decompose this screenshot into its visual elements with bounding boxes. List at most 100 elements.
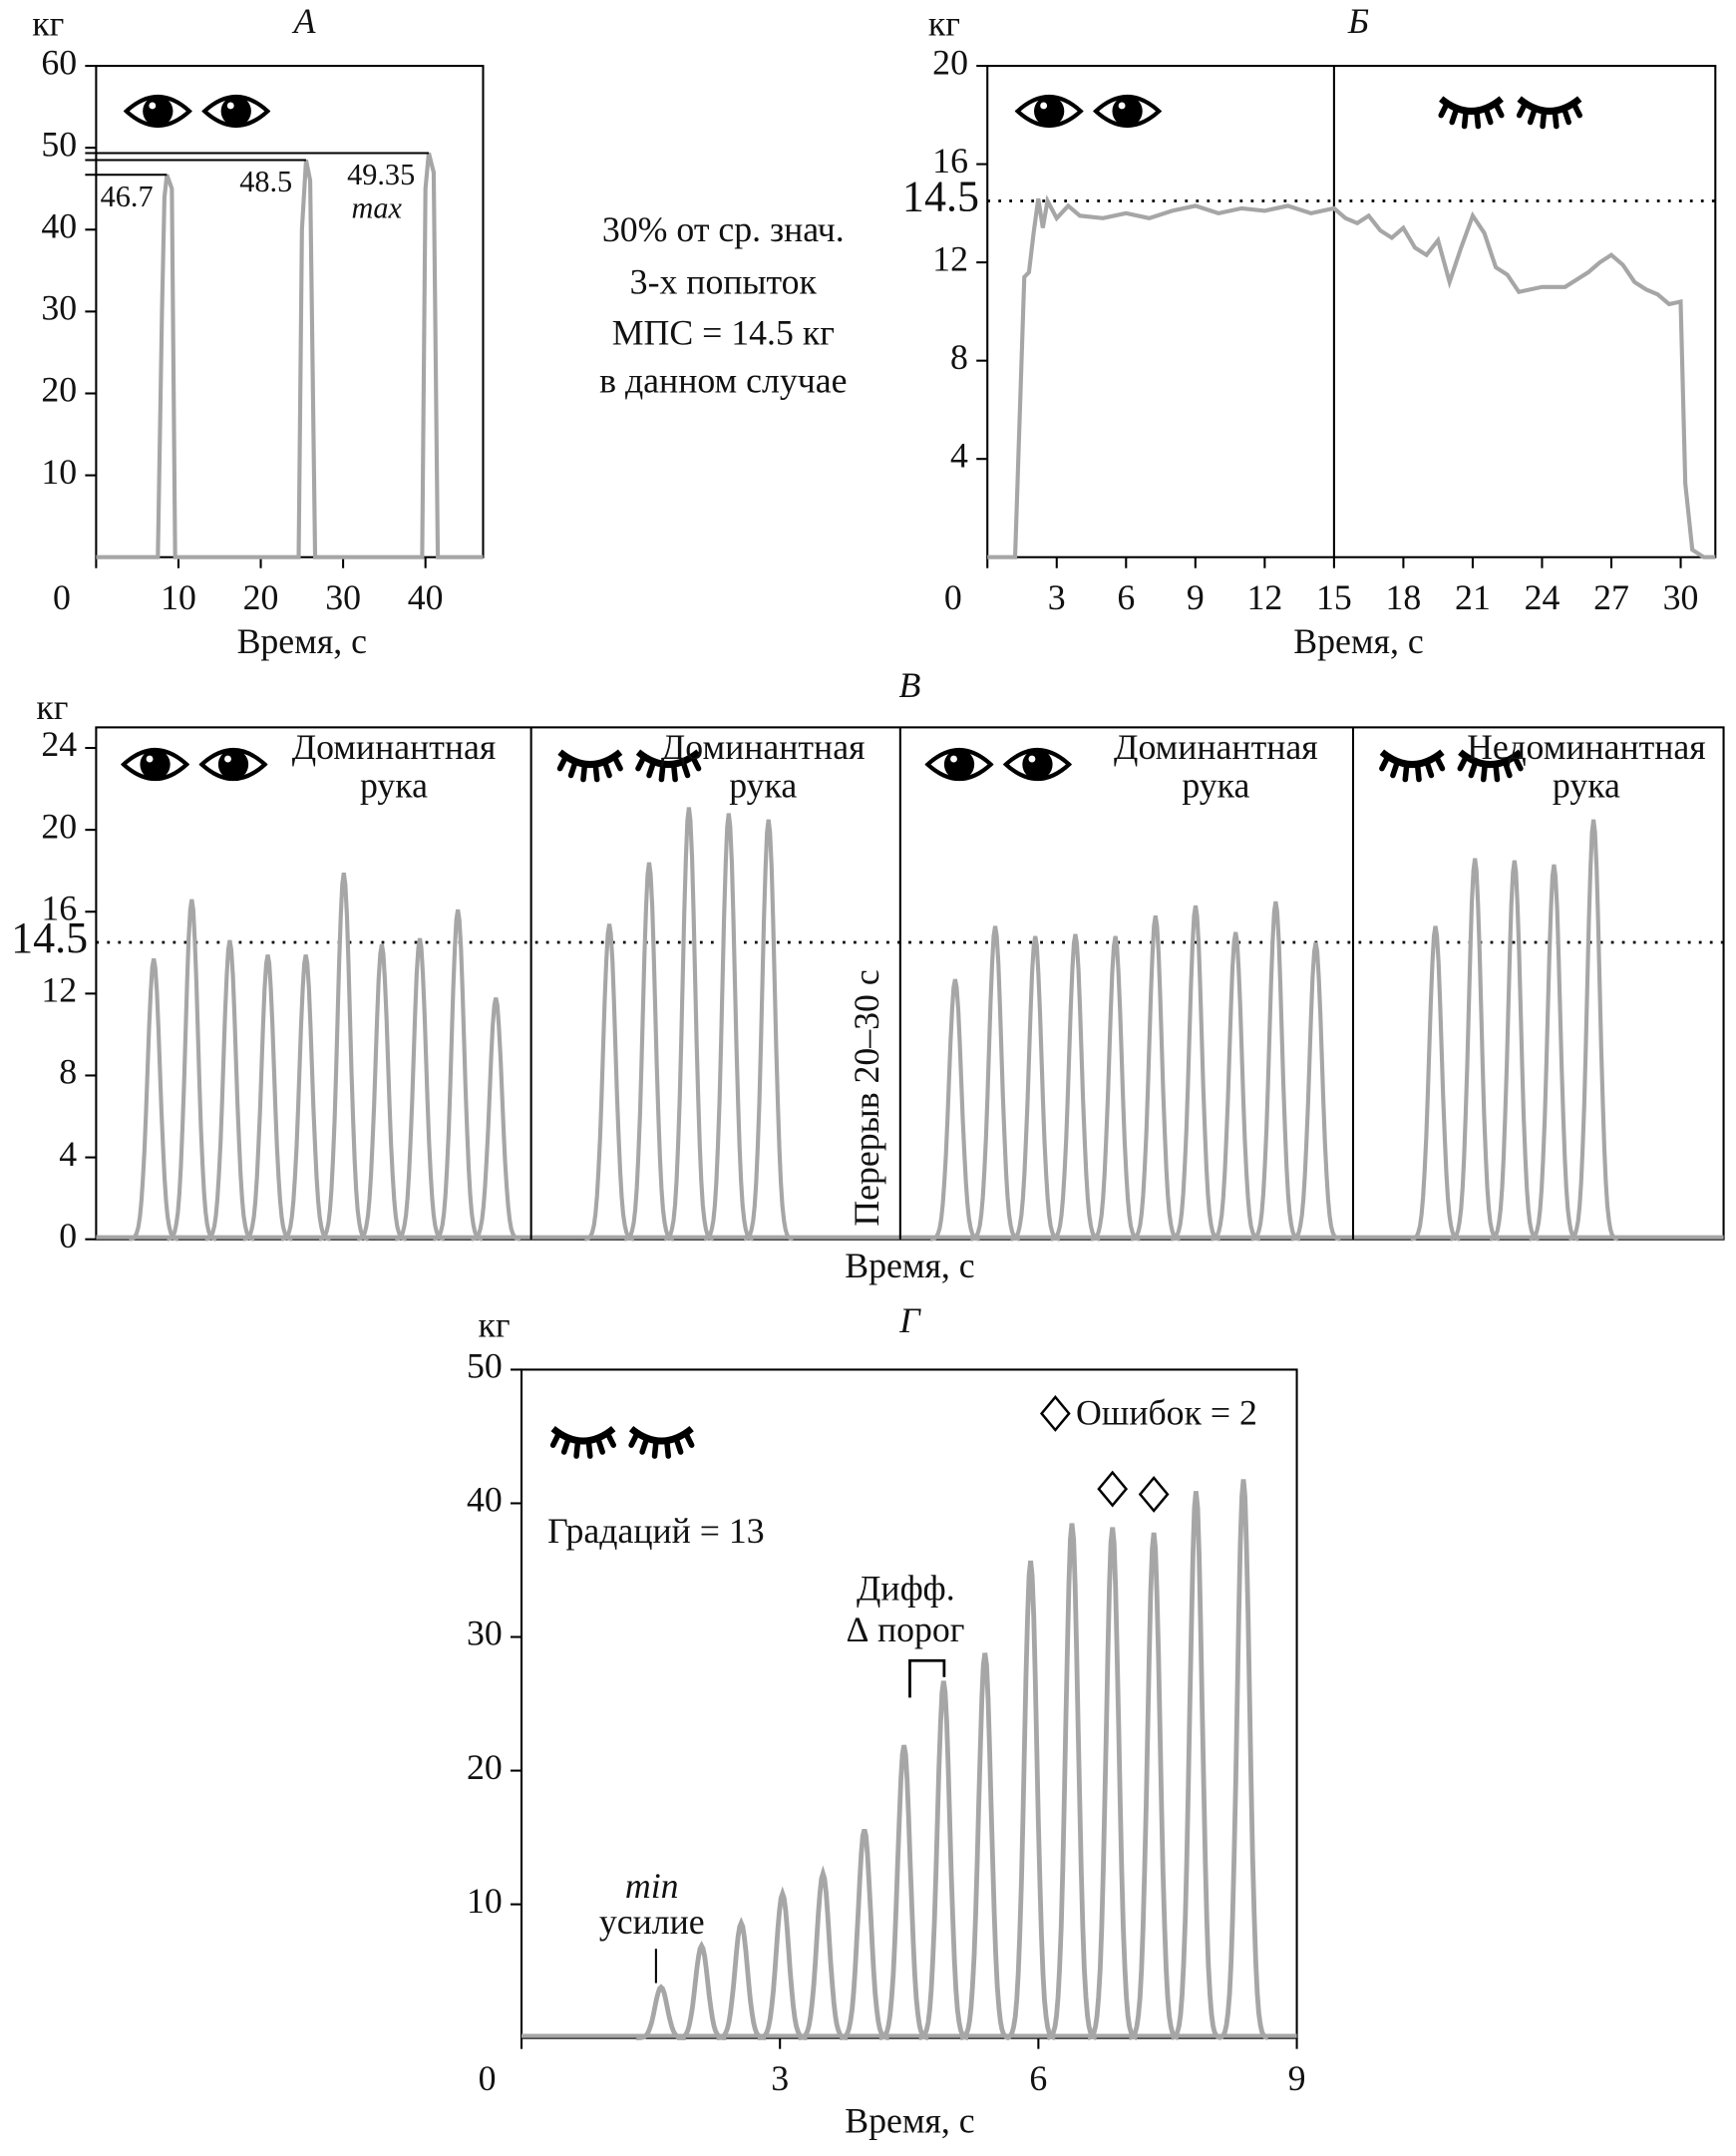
pulse — [929, 978, 980, 1242]
annotation: min — [625, 1866, 679, 1906]
note: 30% от ср. знач. — [602, 209, 845, 249]
chart-title: В — [899, 665, 921, 705]
pulse — [1090, 935, 1141, 1242]
trace — [987, 194, 1716, 559]
break-label: Перерыв 20–30 с — [847, 969, 886, 1226]
eye-icon — [1441, 99, 1502, 127]
y-tick-label: 12 — [41, 970, 77, 1010]
bracket — [908, 1658, 946, 1698]
y-tick-label: 8 — [59, 1052, 77, 1092]
x-tick-label: 21 — [1455, 577, 1491, 617]
panel-label: рука — [360, 766, 428, 806]
peak-label: 46.7 — [101, 180, 154, 213]
peak-label: 48.5 — [239, 165, 292, 198]
chart-title: Г — [898, 1300, 921, 1340]
x-tick-label: 24 — [1525, 577, 1561, 617]
threshold-label: 14.5 — [11, 913, 88, 962]
eye-icon — [927, 749, 990, 779]
eye-icon — [127, 96, 189, 126]
pulse — [1046, 1523, 1098, 2040]
eye-icon — [1096, 96, 1159, 126]
trace — [96, 152, 484, 559]
pulse — [129, 958, 179, 1242]
panel-label: Доминантная — [292, 727, 497, 767]
pulse — [1130, 915, 1181, 1242]
pulse — [624, 862, 674, 1242]
x-tick-label: 0 — [53, 577, 71, 617]
x-tick-label: 18 — [1386, 577, 1422, 617]
eye-icon — [1382, 752, 1443, 780]
y-tick-label: 12 — [932, 238, 968, 278]
x-tick-label: 3 — [771, 2058, 789, 2098]
pulse — [1171, 904, 1220, 1242]
y-tick-label: 40 — [41, 206, 77, 246]
x-tick-label: 10 — [161, 577, 196, 617]
eye-icon — [201, 749, 264, 779]
x-tick-label: 30 — [1663, 577, 1699, 617]
x-tick-label: 20 — [243, 577, 279, 617]
pulse — [584, 923, 635, 1242]
y-tick-label: 8 — [950, 337, 968, 377]
y-unit: кг — [478, 1304, 510, 1344]
pulse — [878, 1744, 929, 2040]
note: 3-х попыток — [630, 261, 818, 301]
pulse — [1290, 941, 1341, 1242]
eye-icon — [1520, 99, 1580, 127]
pulse — [1450, 858, 1501, 1242]
x-tick-label: 9 — [1288, 2058, 1306, 2098]
y-tick-label: 20 — [932, 42, 968, 82]
y-unit: кг — [928, 4, 960, 44]
pulse — [167, 898, 217, 1242]
y-tick-label: 4 — [59, 1134, 77, 1174]
pulse — [433, 908, 484, 1242]
y-tick-label: 30 — [467, 1614, 503, 1653]
pulse — [1529, 864, 1579, 1242]
pulse — [676, 1940, 727, 2041]
panel-label: Доминантная — [661, 727, 866, 767]
x-axis-label: Время, с — [845, 1246, 974, 1285]
panel-label: Недоминантная — [1467, 727, 1706, 767]
pulse — [1005, 1560, 1056, 2040]
pulse — [716, 1917, 767, 2041]
annotation: Дифф. — [857, 1569, 955, 1609]
y-tick-label: 20 — [41, 370, 77, 410]
pulse — [204, 939, 255, 1242]
pulse — [840, 1828, 889, 2040]
x-tick-label: 6 — [1029, 2058, 1047, 2098]
pulse — [395, 937, 445, 1242]
error-marker — [1097, 1470, 1129, 1508]
pulse — [743, 819, 794, 1242]
annotation: усилие — [599, 1902, 705, 1942]
x-tick-label: 3 — [1048, 577, 1066, 617]
y-tick-label: 40 — [467, 1480, 503, 1520]
panel-label: Доминантная — [1114, 727, 1318, 767]
peak-label: 49.35 — [347, 158, 415, 191]
eye-icon — [124, 749, 186, 779]
x-axis-label: Время, с — [1293, 621, 1423, 661]
y-tick-label: 10 — [41, 452, 77, 492]
x-tick-label: 40 — [408, 577, 444, 617]
annotation: Ошибок = 2 — [1076, 1392, 1257, 1432]
pulse — [1010, 935, 1061, 1242]
threshold-label: 14.5 — [902, 173, 979, 221]
eye-icon — [1006, 749, 1069, 779]
y-tick-label: 20 — [467, 1747, 503, 1787]
pulse — [1410, 925, 1461, 1242]
x-axis-label: Время, с — [237, 621, 367, 661]
pulse — [1128, 1532, 1180, 2040]
y-unit: кг — [32, 4, 64, 44]
y-tick-label: 20 — [41, 806, 77, 846]
eye-icon — [560, 752, 621, 780]
chart-title: А — [292, 1, 316, 41]
pulse — [918, 1680, 969, 2040]
x-axis-label: Время, с — [845, 2101, 974, 2141]
pulse — [242, 954, 293, 1242]
y-tick-label: 24 — [41, 724, 77, 764]
panel-label: рука — [1182, 766, 1249, 806]
pulse — [280, 954, 331, 1242]
pulse — [663, 807, 715, 1242]
y-tick-label: 10 — [467, 1881, 503, 1921]
pulse — [798, 1865, 849, 2041]
error-marker — [1039, 1395, 1071, 1432]
